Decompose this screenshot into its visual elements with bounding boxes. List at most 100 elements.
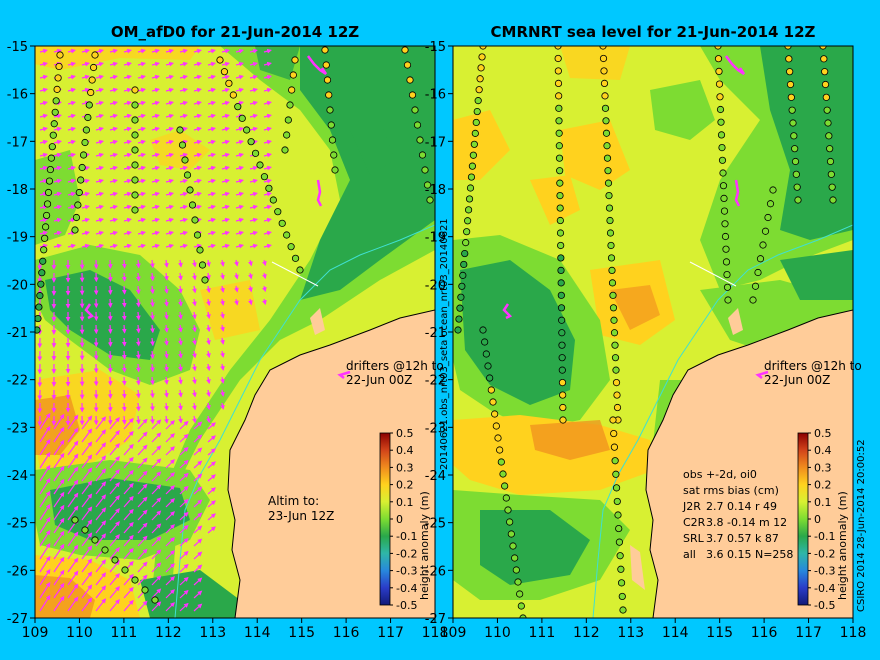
altimeter-observation [403, 61, 412, 69]
current-vector [53, 556, 65, 573]
altimeter-observation [610, 316, 618, 324]
y-tick-label: -17 [425, 135, 446, 150]
current-vector [178, 350, 183, 359]
current-vector [121, 415, 127, 425]
altimeter-observation [555, 104, 563, 112]
current-vector [81, 217, 90, 223]
current-vector [135, 298, 141, 308]
current-vector [263, 87, 272, 93]
current-vector [109, 599, 120, 612]
colorbar-tick-label: 0.4 [814, 444, 832, 457]
current-vector [109, 560, 120, 573]
y-tick-label: -22 [425, 374, 446, 389]
current-vector [123, 61, 132, 67]
current-vector [39, 477, 51, 495]
altimeter-observation [612, 366, 620, 374]
altimeter-observation [72, 213, 81, 222]
altimeter-observation [554, 46, 562, 50]
colorbar-tick-label: 0 [396, 513, 403, 526]
current-vector [39, 555, 51, 573]
current-vector [67, 479, 79, 495]
current-vector [179, 472, 189, 482]
current-vector [81, 545, 93, 560]
altimeter-observation [91, 51, 99, 59]
current-vector [109, 243, 118, 249]
current-vector [137, 548, 148, 560]
altimeter-observation [481, 338, 489, 346]
current-vector [179, 217, 188, 223]
altimeter-observation [556, 204, 564, 212]
current-vector [95, 585, 107, 599]
current-vector [164, 311, 169, 320]
current-vector [165, 433, 175, 443]
altimeter-observation [288, 86, 296, 94]
current-vector [53, 426, 65, 443]
current-vector [151, 48, 160, 54]
current-vector [123, 126, 132, 132]
current-vector [263, 113, 272, 119]
current-vector [109, 61, 118, 67]
colorbar-tick-label: -0.2 [814, 547, 835, 560]
current-vector [67, 191, 76, 197]
stats-row-values: 2.7 0.14 r 49 [706, 500, 777, 513]
current-vector [95, 139, 104, 145]
altimeter-observation [719, 169, 727, 177]
current-vector [193, 525, 203, 534]
altimeter-observation [79, 151, 88, 159]
current-vector [192, 415, 197, 424]
altimeter-observation [556, 229, 565, 237]
current-vector [193, 113, 202, 119]
current-vector [207, 526, 216, 534]
altimeter-observation [604, 167, 612, 175]
altimeter-observation [216, 56, 224, 64]
altimeter-observation [287, 243, 295, 251]
current-vector [109, 87, 118, 93]
altimeter-observation [91, 536, 99, 544]
altimeter-observation [327, 121, 335, 129]
current-vector [221, 126, 230, 132]
altimeter-observation [121, 566, 129, 574]
altimeter-observation [492, 422, 500, 430]
altimeter-observation [52, 97, 60, 105]
y-tick-label: -17 [7, 135, 28, 150]
current-vector [220, 298, 225, 306]
current-vector [207, 461, 216, 469]
current-vector [150, 389, 155, 399]
altimeter-observation [464, 217, 472, 225]
altimeter-observation [85, 101, 93, 109]
current-vector [53, 230, 62, 236]
current-vector [137, 535, 148, 547]
current-vector [193, 421, 203, 430]
current-vector [193, 564, 203, 573]
altimeter-observation [555, 142, 563, 150]
current-vector [39, 451, 51, 469]
current-vector [179, 152, 188, 158]
current-vector [164, 298, 169, 307]
current-vector [235, 204, 244, 210]
y-tick-label: -16 [425, 88, 446, 103]
current-vector [123, 417, 134, 430]
current-vector [67, 100, 76, 106]
current-vector [192, 363, 197, 372]
current-vector [165, 217, 174, 223]
current-vector [53, 152, 62, 158]
y-tick-label: -26 [425, 564, 446, 579]
current-vector [221, 178, 230, 184]
current-vector [249, 87, 258, 93]
current-vector [151, 549, 162, 560]
current-vector [123, 74, 132, 80]
altimeter-observation [766, 200, 775, 208]
current-vector [263, 61, 272, 67]
current-vector [137, 561, 148, 573]
current-vector [123, 508, 134, 521]
current-vector [81, 428, 93, 443]
altimeter-observation [457, 293, 465, 301]
current-vector [206, 376, 211, 385]
drifter-tracks-right [502, 55, 769, 379]
altimeter-observation [131, 86, 139, 94]
current-vector [235, 230, 244, 236]
colorbar-tick-label: 0.2 [814, 479, 832, 492]
current-vector [179, 74, 188, 80]
altimeter-observation [721, 220, 729, 228]
altimeter-observation [487, 386, 495, 394]
